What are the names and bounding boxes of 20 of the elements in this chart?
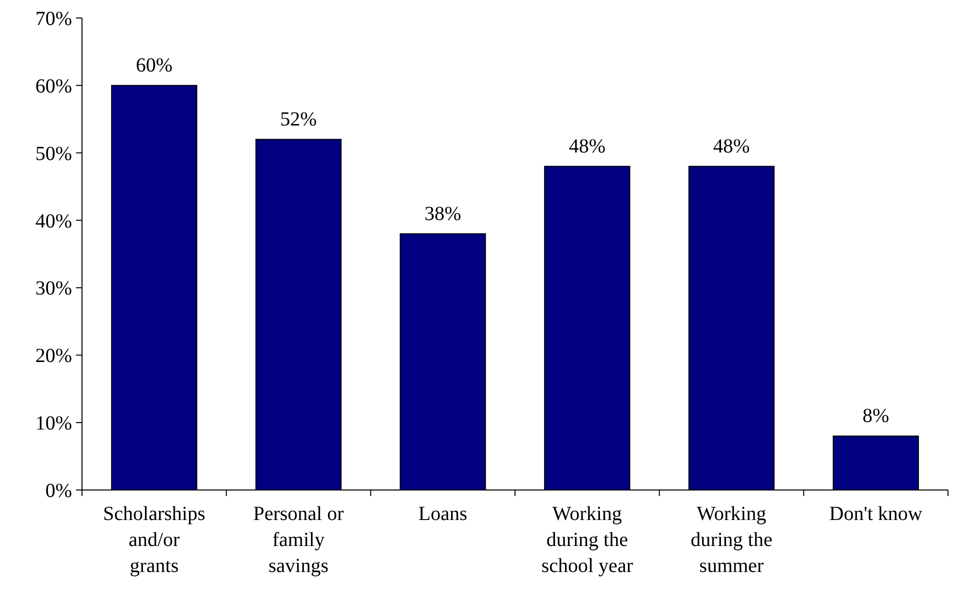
data-label: 48%	[713, 135, 750, 158]
x-tick-label: Working during the summer	[690, 503, 772, 577]
y-tick-label: 10%	[35, 412, 72, 435]
data-label: 38%	[424, 202, 462, 225]
data-label: 8%	[862, 405, 890, 428]
x-tick-label: Personal or family savings	[253, 503, 344, 577]
x-tick-label: Working during the school year	[541, 503, 634, 577]
x-tick-label: Loans	[418, 503, 468, 525]
data-label: 48%	[568, 135, 606, 158]
y-tick-label: 60%	[35, 75, 72, 98]
data-label: 60%	[136, 54, 173, 76]
y-tick-label: 30%	[35, 278, 72, 300]
x-tick-label: Scholarships and/or grants	[103, 503, 206, 577]
y-tick-label: 70%	[35, 8, 72, 30]
y-tick-label: 50%	[35, 142, 72, 165]
x-tick-label: Don't know	[829, 503, 923, 525]
data-label: 52%	[280, 108, 317, 130]
y-tick-label: 40%	[35, 210, 72, 232]
y-tick-label: 0%	[45, 480, 72, 502]
y-tick-label: 20%	[35, 345, 72, 368]
